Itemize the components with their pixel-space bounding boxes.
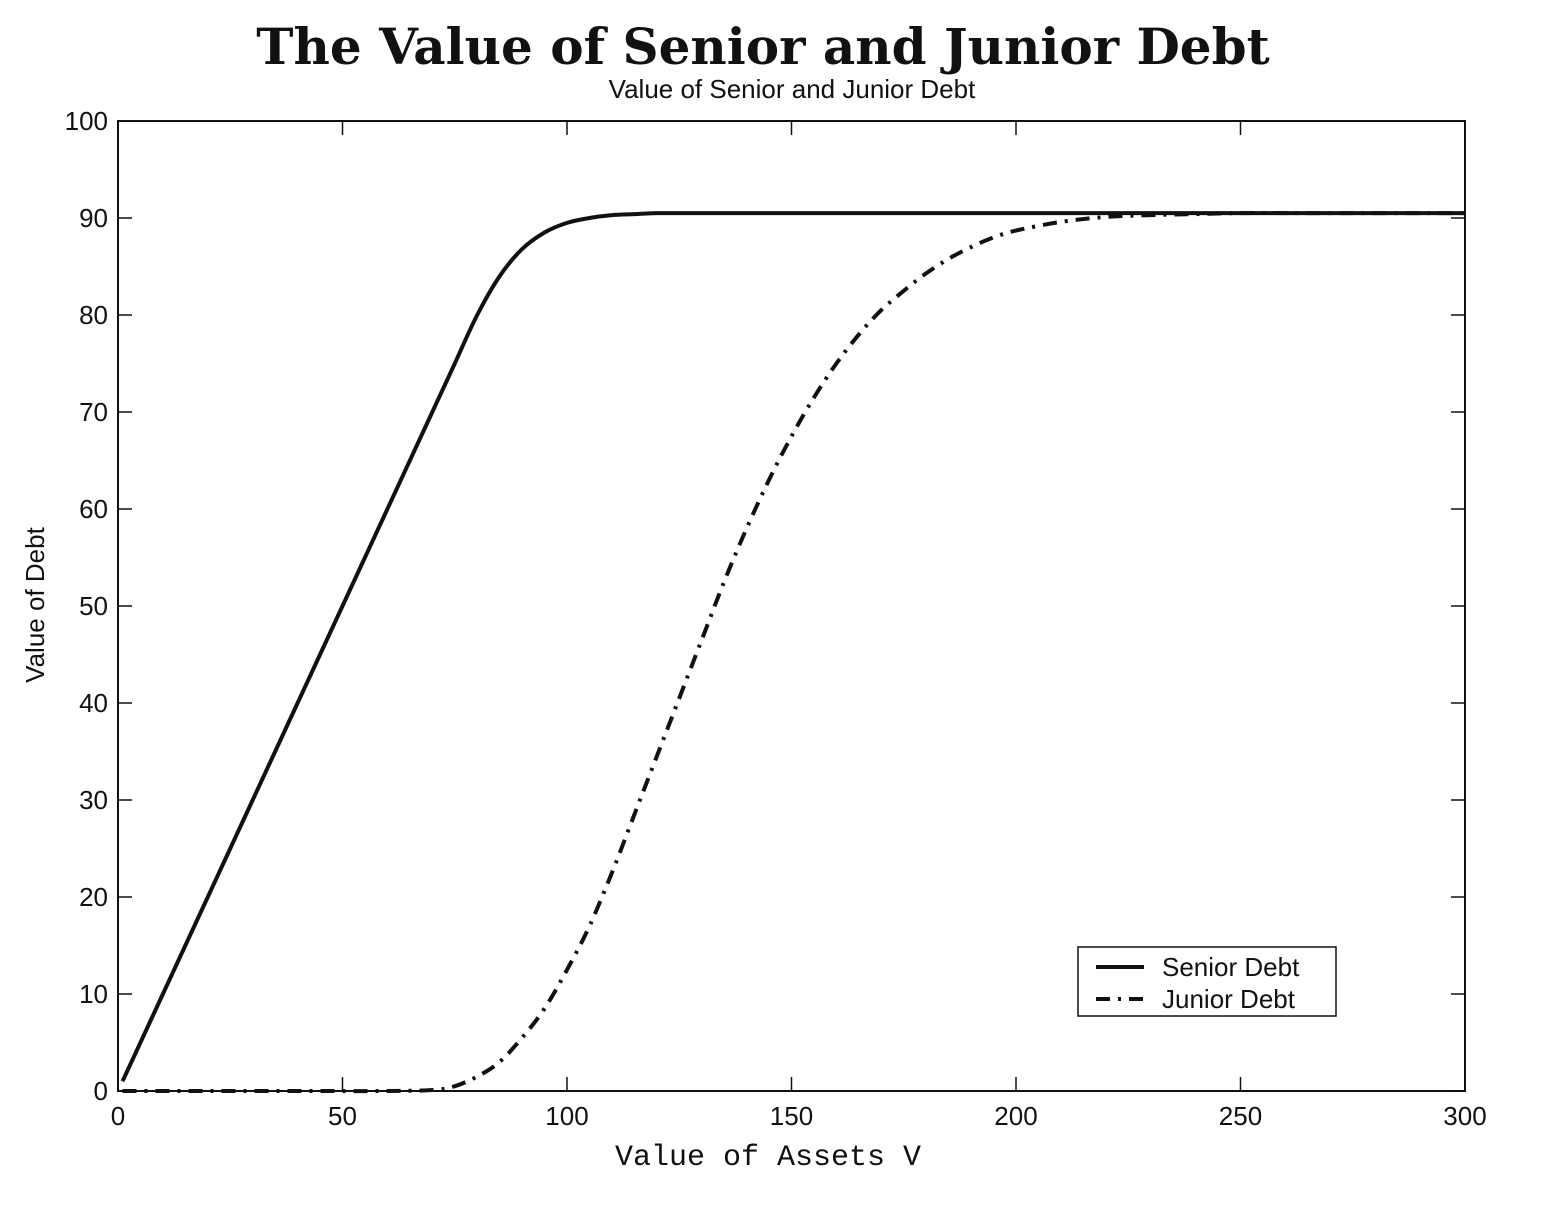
legend-label: Senior Debt — [1162, 952, 1300, 982]
x-tick-label: 0 — [111, 1101, 125, 1131]
y-tick-label: 30 — [79, 785, 108, 815]
y-tick-label: 20 — [79, 882, 108, 912]
plot-area-frame — [117, 120, 1466, 1092]
y-axis-label: Value of Debt — [20, 526, 50, 682]
y-tick-label: 80 — [79, 300, 108, 330]
x-tick-label: 250 — [1219, 1101, 1262, 1131]
y-tick-label: 50 — [79, 591, 108, 621]
y-tick-label: 60 — [79, 494, 108, 524]
x-axis-label: Value of Assets V — [615, 1141, 921, 1175]
y-tick-label: 70 — [79, 397, 108, 427]
y-tick-label: 40 — [79, 688, 108, 718]
x-tick-label: 50 — [328, 1101, 357, 1131]
series-line-junior-debt — [122, 211, 1465, 1094]
x-tick-label: 200 — [994, 1101, 1037, 1131]
y-tick-label: 90 — [79, 203, 108, 233]
chart-subtitle: Value of Senior and Junior Debt — [609, 74, 976, 104]
legend-box — [1077, 946, 1337, 1017]
x-tick-label: 150 — [770, 1101, 813, 1131]
y-tick-label: 0 — [94, 1076, 108, 1106]
y-tick-label: 10 — [79, 979, 108, 1009]
chart-title: The Value of Senior and Junior Debt — [256, 17, 1269, 76]
x-tick-label: 100 — [545, 1101, 588, 1131]
legend-label: Junior Debt — [1162, 984, 1296, 1014]
series-line-senior-debt — [120, 211, 1465, 1083]
x-tick-label: 300 — [1443, 1101, 1486, 1131]
y-tick-label: 100 — [65, 106, 108, 136]
